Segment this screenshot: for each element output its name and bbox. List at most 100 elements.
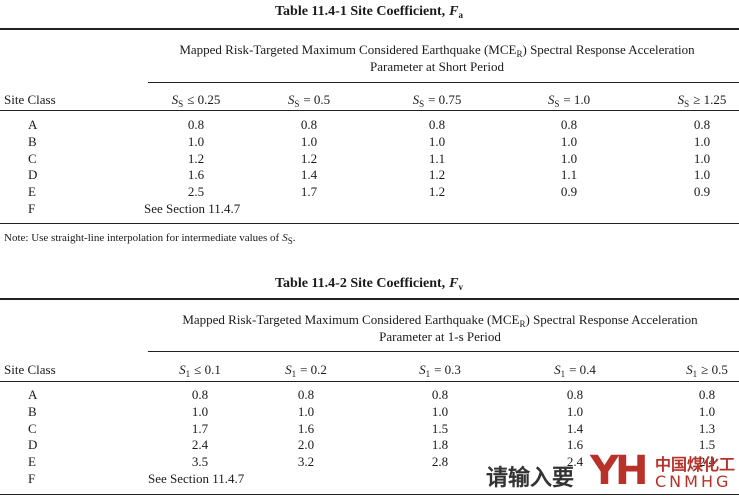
group-header: Parameter at 1-s Period <box>379 329 501 345</box>
title-text: Table 11.4-1 Site Coefficient, <box>274 4 446 19</box>
cell-text: D <box>28 437 38 453</box>
cell-text: 1.4 <box>300 167 318 183</box>
subscript: S <box>554 99 560 109</box>
cell-text: 1.3 <box>698 420 716 436</box>
rule <box>148 82 739 83</box>
row-header-text: Site Class <box>4 362 56 377</box>
cell: 1.0 <box>432 404 448 420</box>
cell: 1.0 <box>301 134 317 150</box>
cell-text: See Section 11.4.7 <box>148 471 245 486</box>
cell-text: 1.0 <box>560 133 578 149</box>
cell-text: 1.0 <box>428 133 446 149</box>
cell-text: 2.5 <box>187 184 205 200</box>
cell-text: 0.9 <box>560 184 578 200</box>
cell: 2.5 <box>188 184 204 200</box>
watermark-logo: YH <box>590 448 648 494</box>
cell: 1.7 <box>192 421 208 437</box>
cell-text: 2.8 <box>431 454 449 470</box>
cell-text: B <box>28 133 37 149</box>
watermark-prompt: 请输入要 <box>486 466 575 491</box>
rule <box>0 298 739 300</box>
cell: 1.5 <box>699 437 715 453</box>
group-text: ) Spectral Response Acceleration <box>522 42 695 57</box>
cell-text: 3.2 <box>297 454 315 470</box>
cell-text: See Section 11.4.7 <box>144 201 241 216</box>
cell-text: F <box>28 201 36 216</box>
cell-text: 1.0 <box>693 133 711 149</box>
column-header: S1 = 0.2 <box>285 362 327 379</box>
cell-text: 1.6 <box>566 437 584 453</box>
cell: 0.8 <box>188 117 204 133</box>
rule <box>148 351 739 352</box>
condition: ≤ 0.25 <box>187 92 221 107</box>
cell-text: 0.8 <box>428 117 446 132</box>
watermark-brand-cn: 中国煤化工 <box>655 455 736 474</box>
group-header: Mapped Risk-Targeted Maximum Considered … <box>179 42 695 59</box>
symbol: S <box>287 92 295 107</box>
cell-text: 0.8 <box>431 387 449 402</box>
group-text: Mapped Risk-Targeted Maximum Considered … <box>179 42 517 57</box>
subscript: S <box>178 99 184 109</box>
column-header: SS ≥ 1.25 <box>677 92 727 109</box>
cell-text: 1.7 <box>191 420 209 436</box>
cell-text: 0.8 <box>566 387 584 402</box>
subscript: R <box>516 49 523 59</box>
symbol: F <box>449 4 459 19</box>
cell-text: B <box>28 403 37 419</box>
cell-text: 1.4 <box>566 420 584 436</box>
subscript: R <box>519 319 526 329</box>
cell: 1.4 <box>567 421 583 437</box>
cell: 1.1 <box>429 151 445 167</box>
symbol: S <box>179 362 186 377</box>
title-symbol: Fv <box>449 276 464 292</box>
symbol: S <box>285 362 292 377</box>
cell: 0.8 <box>561 117 577 133</box>
cell: 1.0 <box>567 404 583 420</box>
site-class: E <box>28 184 36 200</box>
column-header: S1 ≤ 0.1 <box>179 362 221 379</box>
column-header: S1 ≥ 0.5 <box>686 362 728 379</box>
cell: 1.0 <box>298 404 314 420</box>
rule <box>0 28 739 30</box>
table-title: Table 11.4-1 Site Coefficient, Fa <box>275 4 463 20</box>
note-end: . <box>292 232 296 244</box>
cell: 0.8 <box>298 387 314 403</box>
cell: 1.0 <box>561 151 577 167</box>
cell-text: 0.8 <box>187 117 205 132</box>
condition: = 0.75 <box>428 92 462 107</box>
column-header: SS = 1.0 <box>548 92 590 109</box>
cell: See Section 11.4.7 <box>148 471 244 487</box>
column-header: SS ≤ 0.25 <box>172 92 221 109</box>
cell: 0.8 <box>567 387 583 403</box>
cell: 0.8 <box>301 117 317 133</box>
subscript: S <box>419 99 425 109</box>
cell-text: F <box>28 471 36 486</box>
cell: 0.8 <box>429 117 445 133</box>
rule <box>0 223 739 224</box>
condition: ≥ 1.25 <box>693 92 727 107</box>
symbol: S <box>677 92 685 107</box>
cell: 1.1 <box>561 167 577 183</box>
site-class: D <box>28 437 37 453</box>
cell-text: 1.2 <box>300 150 318 166</box>
cell: 1.6 <box>298 421 314 437</box>
group-header: Parameter at Short Period <box>370 59 504 75</box>
subscript: 1 <box>291 369 297 379</box>
title-symbol: Fa <box>449 4 463 20</box>
cell-text: 1.0 <box>693 150 711 166</box>
cell-text: 1.1 <box>560 167 578 183</box>
cell-text: 0.8 <box>191 387 209 402</box>
condition: ≤ 0.1 <box>194 362 221 377</box>
cell-text: 0.8 <box>698 387 716 402</box>
condition: ≥ 0.5 <box>701 362 728 377</box>
cell: 2.8 <box>432 454 448 470</box>
group-text: Parameter at 1-s Period <box>379 329 501 344</box>
cell: 0.9 <box>694 184 710 200</box>
site-class: A <box>28 117 37 133</box>
subscript: S <box>684 99 690 109</box>
subscript: v <box>458 282 464 292</box>
cell: 1.4 <box>301 167 317 183</box>
watermark-brand-en: CNMHG <box>655 472 732 491</box>
symbol: S <box>419 362 426 377</box>
